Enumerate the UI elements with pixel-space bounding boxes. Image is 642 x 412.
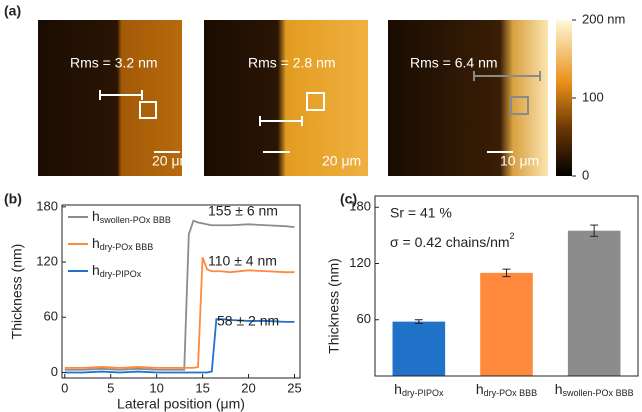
colorbar (556, 20, 572, 176)
colorbar-label: 200 nm (582, 11, 625, 26)
annotation-main: σ = 0.42 chains/nm (390, 234, 510, 250)
x-tick-label: hswollen-POx BBB (555, 381, 634, 399)
legend-label-sub: dry-PIPOx (100, 269, 142, 279)
y-axis-label: Thickness (nm) (326, 258, 342, 354)
x-tick-label-sub: dry-PIPOx (402, 388, 444, 398)
figure: (a) Rms = 3.2 nm Rms = 2.8 nm Rms = 6.4 … (0, 0, 642, 412)
x-tick-label: 20 (241, 380, 255, 395)
x-tick-label: 5 (107, 380, 114, 395)
annotation-sub: 2 (510, 231, 515, 241)
legend-label-sub: swollen-POx BBB (100, 215, 171, 225)
x-tick-label-main: h (394, 381, 402, 397)
legend-label-main: h (92, 208, 100, 224)
x-tick-label: 25 (287, 380, 301, 395)
x-tick-label: hdry-POx BBB (476, 381, 537, 399)
y-axis-label: Thickness (nm) (9, 244, 25, 340)
y-tick-label: 180 (349, 199, 371, 214)
annotation: 110 ± 4 nm (208, 253, 277, 269)
legend-label: hdry-PIPOx (92, 262, 142, 280)
y-tick-label: 120 (36, 253, 58, 268)
rms-label: Rms = 3.2 nm (70, 55, 158, 71)
bar (480, 273, 533, 376)
panel-label: (a) (4, 3, 21, 19)
legend-label: hdry-POx BBB (92, 235, 153, 253)
x-axis-label: Lateral position (μm) (117, 396, 245, 412)
scale-label: 20 μm (322, 153, 361, 169)
x-tick-label-sub: dry-POx BBB (484, 388, 538, 398)
rms-label: Rms = 6.4 nm (410, 55, 498, 71)
colorbar-label: 100 (582, 89, 604, 104)
x-tick-label: 0 (61, 380, 68, 395)
y-tick-label: 120 (349, 255, 371, 270)
y-tick-label: 60 (357, 311, 371, 326)
legend-label: hswollen-POx BBB (92, 208, 171, 226)
x-tick-label: 15 (195, 380, 209, 395)
legend-label-sub: dry-POx BBB (100, 242, 154, 252)
annotation: 58 ± 2 nm (217, 313, 279, 329)
legend-label-main: h (92, 262, 100, 278)
rms-label: Rms = 2.8 nm (248, 55, 336, 71)
scale-label: 20 μm (152, 153, 191, 169)
x-tick-label: 10 (149, 380, 163, 395)
y-tick-label: 0 (51, 364, 58, 379)
bar (393, 322, 446, 376)
colorbar-label: 0 (582, 167, 589, 182)
x-tick-label-main: h (555, 381, 563, 397)
y-tick-label: 60 (44, 309, 58, 324)
x-tick-label-main: h (476, 381, 484, 397)
annotation: Sr = 41 % (390, 205, 452, 221)
y-tick-label: 180 (36, 198, 58, 213)
plot-frame (62, 205, 300, 378)
x-tick-label-sub: swollen-POx BBB (563, 388, 634, 398)
bar (568, 231, 621, 376)
legend-label-main: h (92, 235, 100, 251)
x-tick-label: hdry-PIPOx (394, 381, 444, 399)
annotation: σ = 0.42 chains/nm2 (390, 231, 515, 249)
scale-label: 10 μm (500, 153, 539, 169)
panel-label: (b) (4, 191, 22, 207)
